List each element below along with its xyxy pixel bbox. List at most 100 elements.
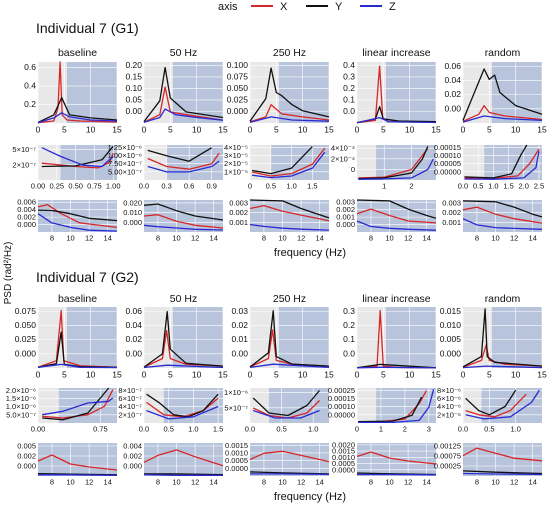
x-tick-label: 8 [475,234,479,243]
y-tick-label: 0.004 [123,442,142,451]
legend-label-x: X [280,1,288,13]
series-x-line [249,104,330,123]
series-y-line [464,144,528,179]
x-tick-label: 10 [405,125,415,135]
main-panel: 0.00 0.050.10 0.150.20 0 5 10 15 [125,60,228,135]
y-tick-label: 4×10⁻⁵ [224,143,248,152]
x-tick-label: 0.6 [184,182,194,191]
low-frequency-panel: 0 2×10⁻⁴4×10⁻⁴ 1 2 [331,144,436,191]
x-tick-label: 2.5 [534,182,544,191]
y-tick-label: 2×10⁻⁵ [224,159,248,168]
high-frequency-panel: 0.0010.0020.003 8 10 12 14 [442,198,543,243]
high-frequency-panel: 0.0010.0020.003 8 10 12 14 [229,198,330,243]
series-x-line [37,61,118,124]
y-tick-label: 0.00 [444,103,461,113]
highlight-band [278,307,329,368]
y-tick-label: 2×10⁻⁴ [331,154,355,163]
series-z-line [465,389,540,420]
series-y-line [143,311,224,368]
x-tick-label: 5 [487,125,492,135]
y-tick-label: 0.001 [336,213,355,222]
series-z-line [37,112,118,124]
x-tick-label: 10 [298,125,308,135]
x-tick-label: 10 [86,370,96,380]
y-tick-label: 4×10⁻⁷ [118,402,142,411]
x-tick-label: 0 [461,125,466,135]
y-tick-label: 0.015 [440,306,462,316]
y-tick-label: 0.0015 [225,441,248,450]
series-z-line [249,363,330,369]
series-y-line [465,389,517,416]
x-tick-label: 0.0 [458,425,468,434]
x-tick-label: 12 [297,478,305,487]
y-tick-label: 2×10⁻⁶ [437,410,461,419]
y-tick-label: 0.002 [17,213,36,222]
main-panel: 0.00 0.01 0.02 0.03 0 5 10 15 [231,306,334,380]
x-tick-label: 0.5 [484,425,494,434]
x-tick-label: 15 [431,125,441,135]
y-tick-label: 0.002 [229,208,248,217]
series-z-line [42,397,114,416]
series-x-line [37,203,118,229]
main-panel: 0.0 0.1 0.2 0.3 0 5 10 15 [343,306,441,380]
series-z-line [143,108,224,123]
series-y-line [249,471,330,475]
highlight-band [144,443,223,476]
y-tick-label: 0.0000 [332,465,355,474]
y-tick-label: 0.00015 [328,394,355,403]
series-x-line [464,148,540,180]
x-tick-label: 1.0 [488,182,498,191]
y-tick-label: 0.001 [442,218,461,227]
panel-title: 50 Hz [170,293,197,305]
x-tick-label: 5 [274,125,279,135]
x-tick-label: 0.25 [50,182,65,191]
series-z-line [358,389,435,424]
y-tick-label: 2×10⁻⁷ [12,160,36,169]
series-x-line [356,451,437,465]
panel-title: 250 Hz [273,47,306,59]
x-tick-label: 5 [168,125,173,135]
y-tick-label: 6×10⁻⁷ [118,394,142,403]
y-tick-label: 0.020 [123,198,142,207]
y-tick-label: 0.1 [343,94,355,104]
x-tick-label: 0.5 [276,425,286,434]
series-x-line [143,214,224,229]
y-tick-label: 4×10⁻⁶ [437,402,461,411]
y-tick-label: 0.002 [442,208,461,217]
series-y-line [356,363,437,369]
y-tick-label: 0.10 [125,83,142,93]
x-tick-label: 8 [156,478,160,487]
y-tick-label: 8×10⁻⁷ [118,386,142,395]
x-tick-label: 0.5 [473,182,483,191]
x-tick-label: 10 [511,370,521,380]
x-tick-label: 8 [156,234,160,243]
low-frequency-panel: 2×10⁻⁷ 5×10⁻⁷ 0.00 0.25 0.50 0.75 1.00 [12,145,121,191]
x-tick-label: 0.75 [93,425,108,434]
series-y-line [146,393,219,418]
y-tick-label: 0.003 [442,198,461,207]
x-tick-label: 10 [385,478,393,487]
x-tick-label: 0.0 [245,425,255,434]
y-tick-label: 0.01 [231,334,248,344]
low-frequency-panel: 1×10⁻⁵2×10⁻⁵3×10⁻⁵4×10⁻⁵ 0 0.5 1.0 1.5 [224,143,329,191]
y-tick-label: 0.001 [229,218,248,227]
x-tick-label: 10 [278,234,286,243]
high-frequency-panel: 0.0000.0020.005 8 10 12 14 [17,442,118,487]
series-z-line [252,151,326,179]
x-axis-label: frequency (Hz) [274,247,346,259]
low-frequency-panel: 2×10⁻⁶4×10⁻⁶6×10⁻⁶8×10⁻⁶ 0.0 0.5 1.0 [437,386,542,434]
x-tick-label: 10 [172,478,180,487]
y-tick-label: 0.06 [125,306,142,316]
highlight-band [38,443,117,476]
y-tick-label: 0.00 [125,348,142,358]
x-tick-label: 8 [369,478,373,487]
series-x-line [462,344,543,368]
y-tick-label: 1.25×10⁻⁶ [108,143,142,152]
legend-label-z: Z [389,1,396,13]
x-tick-label: 15 [112,125,122,135]
y-tick-label: 0.02 [231,320,248,330]
x-tick-label: 0 [36,125,41,135]
x-tick-label: 5 [62,370,67,380]
